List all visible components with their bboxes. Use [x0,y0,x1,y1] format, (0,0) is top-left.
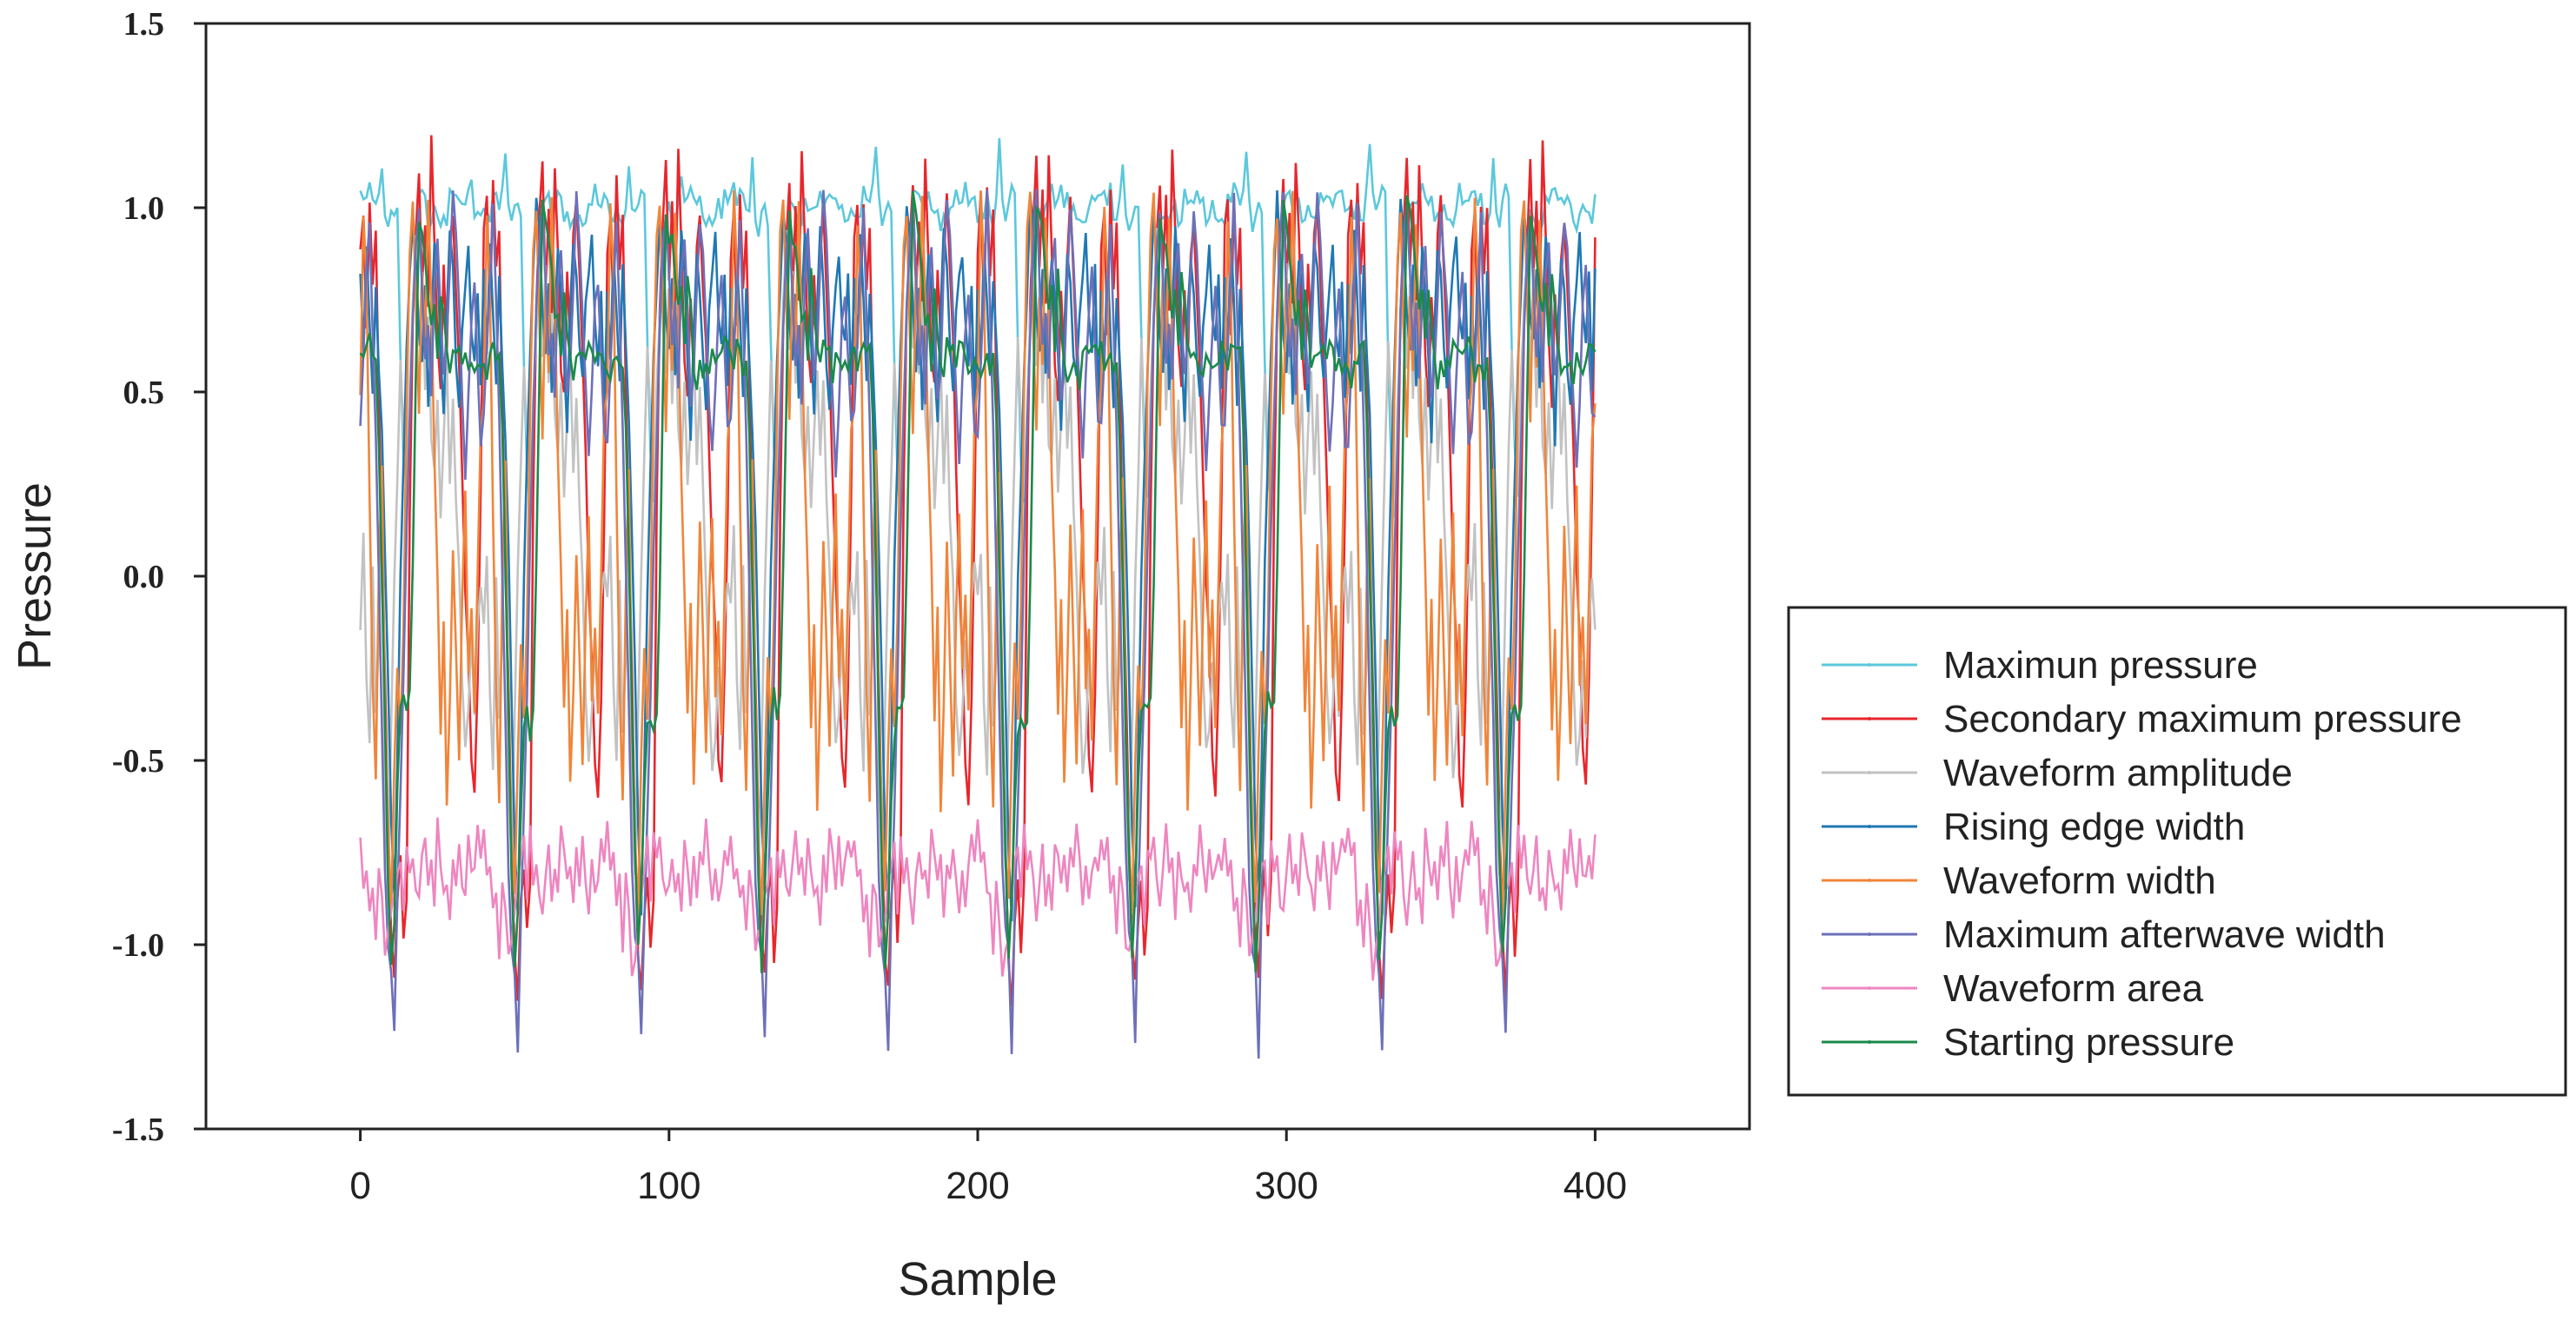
x-tick-label: 400 [1564,1165,1627,1207]
legend-label: Rising edge width [1943,806,2245,848]
series-line-waveform-width [359,189,1597,922]
x-tick-label: 300 [1254,1165,1318,1207]
x-axis-title: Sample [898,1253,1057,1305]
legend-label: Starting pressure [1943,1021,2234,1064]
legend-box [1787,606,2567,1097]
x-tick-label: 100 [637,1165,700,1207]
legend-label: Secondary maximum pressure [1943,698,2462,740]
legend-marker [1868,1040,1871,1044]
legend-label: Waveform width [1943,860,2216,902]
x-tick-label: 0 [349,1165,370,1207]
legend-marker [1868,933,1871,936]
legend-marker [1868,825,1871,828]
y-tick-label: 0.0 [123,559,165,595]
y-tick-label: -0.5 [112,743,164,780]
y-axis: 1.5 1.0 0.5 0.0 -0.5 -1.0 -1.5 [112,6,206,1148]
y-tick-label: -1.0 [112,927,164,964]
legend-label: Maximun pressure [1943,644,2258,687]
legend: Maximun pressure Secondary maximum pressu… [1787,606,2567,1097]
series-line-maximum-afterwave-width [359,189,1597,1059]
y-axis-title: Pressure [9,482,61,670]
legend-items: Maximun pressure Secondary maximum pressu… [1822,644,2462,1064]
series-layer [359,135,1597,1059]
x-tick-label: 200 [946,1165,1009,1207]
legend-marker [1868,879,1871,882]
legend-label: Waveform area [1943,967,2204,1010]
y-tick-label: 1.0 [123,190,165,227]
legend-label: Maximum afterwave width [1943,913,2386,956]
y-tick-label: 1.5 [123,6,165,43]
legend-marker [1868,986,1871,990]
legend-marker [1868,663,1871,667]
series-line-maximun-pressure [359,137,1597,518]
y-tick-label: -1.5 [112,1112,164,1148]
x-axis: 0 100 200 300 400 [349,1129,1627,1207]
series-line-waveform-area [359,817,1597,981]
y-tick-label: 0.5 [123,375,165,411]
legend-label: Waveform amplitude [1943,752,2293,794]
series-line-rising-edge-width [359,190,1597,922]
series-line-waveform-amplitude [359,228,1597,883]
legend-marker [1868,717,1871,720]
legend-marker [1868,771,1871,774]
series-line-starting-pressure [359,190,1597,973]
